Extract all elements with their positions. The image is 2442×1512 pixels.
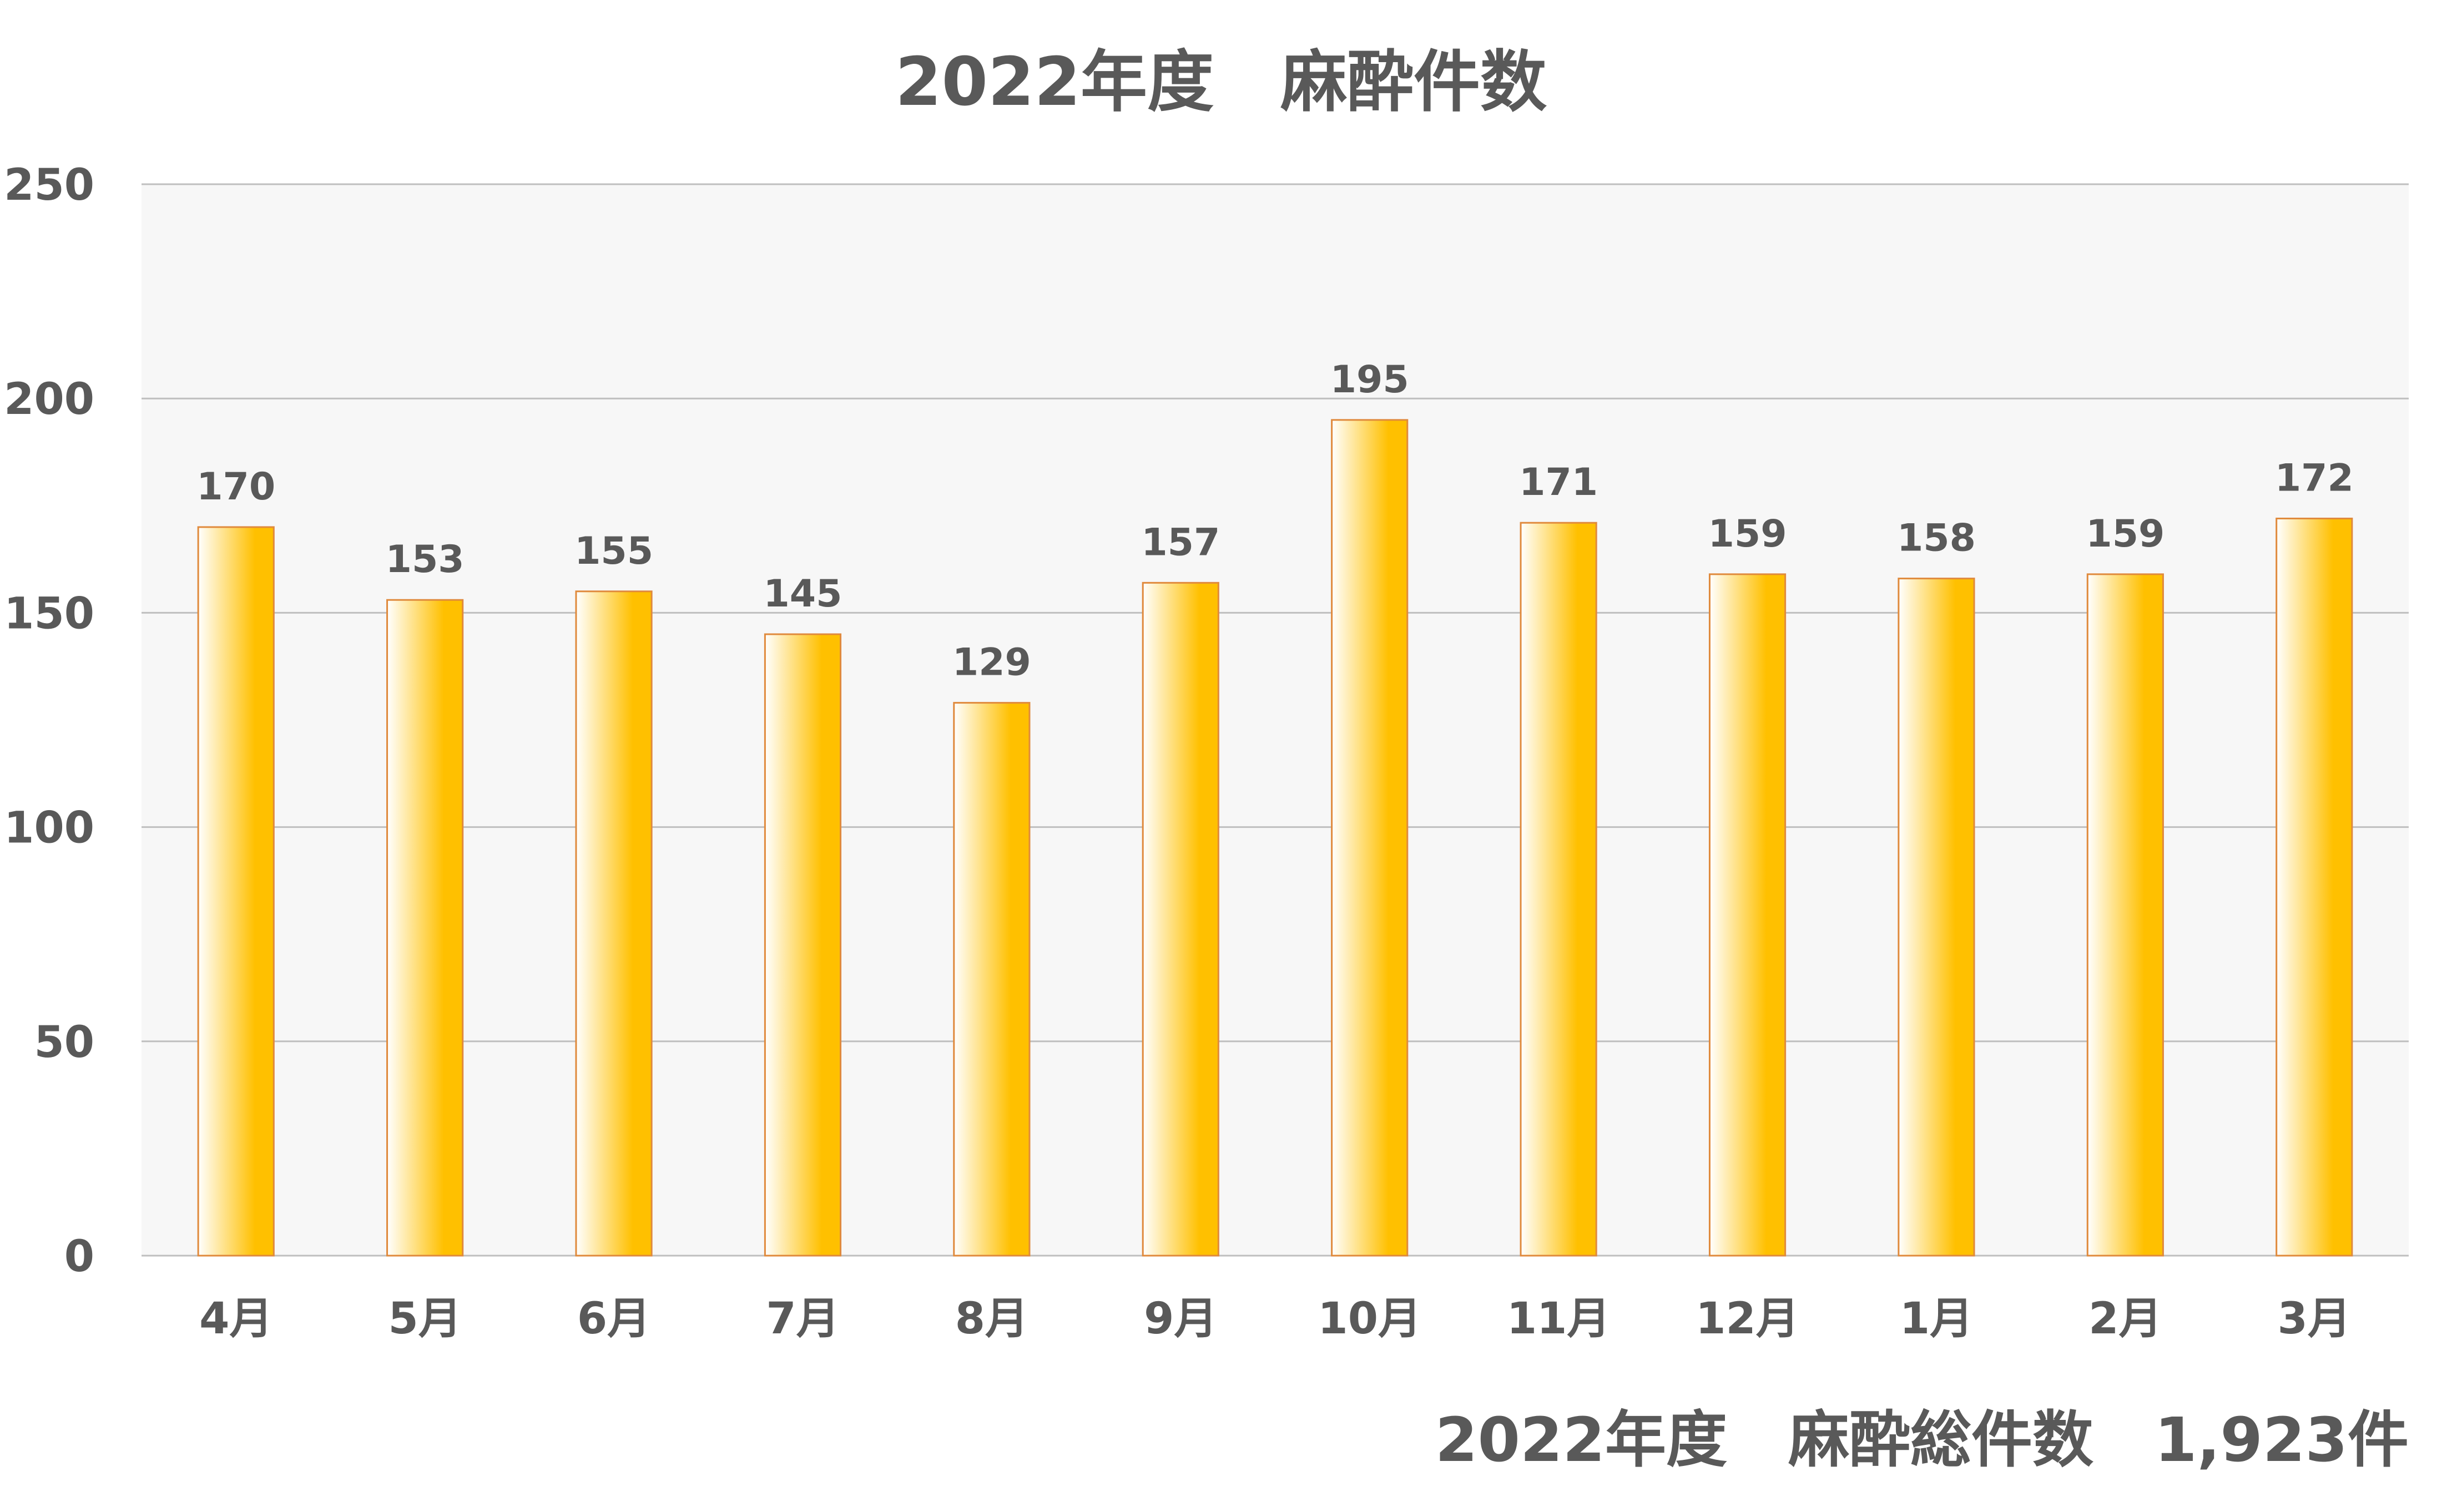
data-label: 155 (574, 529, 653, 573)
bar-10月 (1331, 419, 1409, 1257)
x-axis-ticks: 4月 5月 6月 7月 8月 9月 10月 11月 12月 1月 2月 3月 (199, 1294, 2351, 1344)
x-tick-label: 12月 (1696, 1294, 1799, 1344)
x-tick-label: 1月 (1900, 1294, 1973, 1344)
x-tick-label: 5月 (388, 1294, 461, 1344)
bar-7月 (764, 633, 842, 1257)
y-tick-label: 200 (4, 375, 94, 424)
data-label: 172 (2275, 456, 2354, 500)
bar-3月 (2276, 517, 2353, 1257)
y-tick-label: 50 (34, 1018, 94, 1068)
data-label: 171 (1519, 461, 1598, 504)
y-axis-ticks: 0 50 100 150 200 250 (4, 160, 94, 1282)
chart-title: 2022年度 麻酔件数 (895, 44, 1547, 121)
bar-11月 (1520, 522, 1597, 1257)
y-tick-label: 250 (4, 160, 94, 210)
bar-9月 (1142, 581, 1219, 1257)
bar-5月 (386, 599, 464, 1257)
x-tick-label: 2月 (2088, 1294, 2162, 1344)
bar-8月 (953, 702, 1031, 1257)
data-label: 159 (2086, 512, 2164, 556)
y-tick-label: 0 (64, 1232, 94, 1282)
gridlines (142, 183, 2409, 1257)
bar-12月 (1708, 573, 1787, 1257)
x-tick-label: 7月 (766, 1294, 839, 1344)
data-label: 157 (1141, 520, 1220, 564)
data-label: 145 (763, 572, 842, 616)
data-label: 158 (1897, 517, 1976, 560)
y-tick-label: 100 (4, 803, 94, 853)
x-tick-label: 8月 (955, 1294, 1028, 1344)
data-label: 195 (1330, 358, 1409, 402)
bars (197, 419, 2353, 1257)
x-tick-label: 4月 (199, 1294, 273, 1344)
plot-area (142, 184, 2409, 1256)
bar-6月 (575, 590, 653, 1257)
data-label: 129 (952, 641, 1031, 685)
bar-4月 (197, 526, 275, 1257)
bar-1月 (1898, 578, 1975, 1257)
bar-2月 (2086, 573, 2164, 1257)
data-label: 159 (1708, 512, 1787, 556)
x-tick-label: 3月 (2278, 1294, 2351, 1344)
x-tick-label: 11月 (1507, 1294, 1611, 1344)
total-count-text: 2022年度 麻酔総件数 1,923件 (1435, 1404, 2409, 1475)
y-tick-label: 150 (4, 589, 94, 639)
data-label: 153 (386, 538, 465, 581)
data-label: 170 (196, 465, 275, 509)
data-labels: 170 153 155 145 129 157 195 171 159 158 159 172 (196, 358, 2354, 685)
x-tick-label: 6月 (577, 1294, 650, 1344)
x-tick-label: 10月 (1318, 1294, 1421, 1344)
x-tick-label: 9月 (1144, 1294, 1217, 1344)
